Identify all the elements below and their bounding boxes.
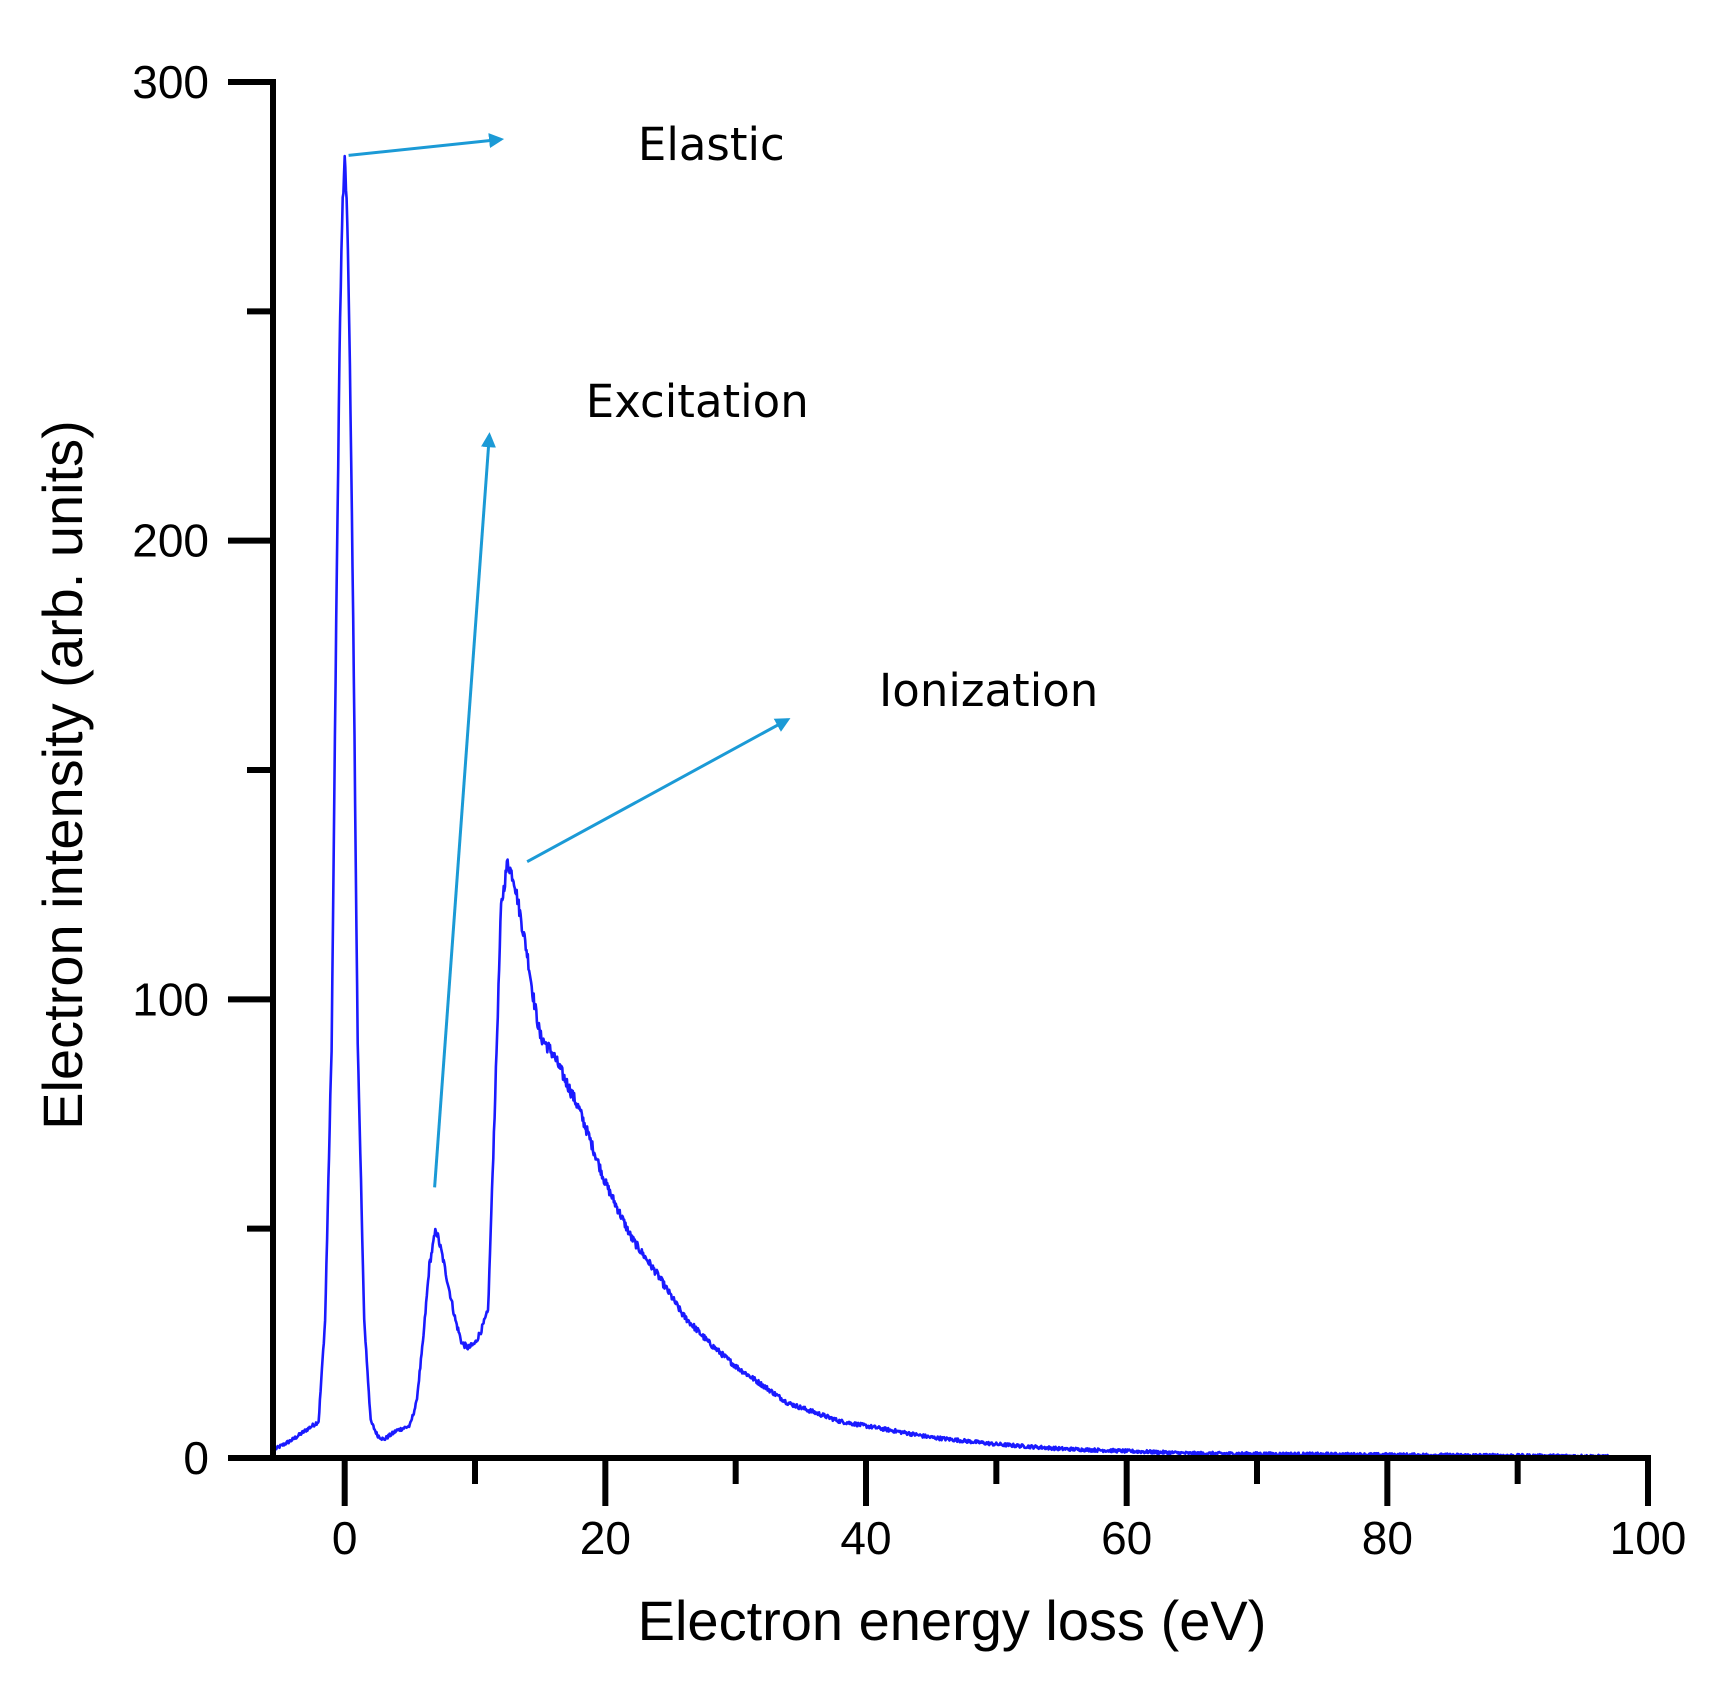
x-tick-label: 0 xyxy=(332,1512,358,1564)
y-tick-label: 0 xyxy=(183,1432,209,1484)
x-tick-label: 40 xyxy=(840,1512,891,1564)
x-axis-title: Electron energy loss (eV) xyxy=(638,1589,1267,1652)
axes-layer: 0 20 40 60 80 100 0 100 200 300 xyxy=(132,56,1686,1564)
y-tick-label: 300 xyxy=(132,56,209,108)
y-tick-label: 100 xyxy=(132,973,209,1025)
series-line xyxy=(274,154,1611,1460)
x-tick-label: 100 xyxy=(1610,1512,1687,1564)
excitation-label: Excitation xyxy=(586,375,809,428)
ionization-arrow xyxy=(526,718,791,864)
y-tick-label: 200 xyxy=(132,515,209,567)
elastic-arrow xyxy=(348,133,505,157)
x-tick-label: 20 xyxy=(580,1512,631,1564)
elastic-label: Elastic xyxy=(638,118,785,171)
excitation-arrow xyxy=(433,432,496,1188)
series-layer xyxy=(274,154,1611,1460)
annotation-layer: Elastic Excitation Ionization xyxy=(348,118,1098,1188)
y-axis-title: Electron intensity (arb. units) xyxy=(31,420,94,1130)
ionization-label: Ionization xyxy=(879,664,1098,717)
x-tick-label: 60 xyxy=(1101,1512,1152,1564)
x-tick-label: 80 xyxy=(1362,1512,1413,1564)
